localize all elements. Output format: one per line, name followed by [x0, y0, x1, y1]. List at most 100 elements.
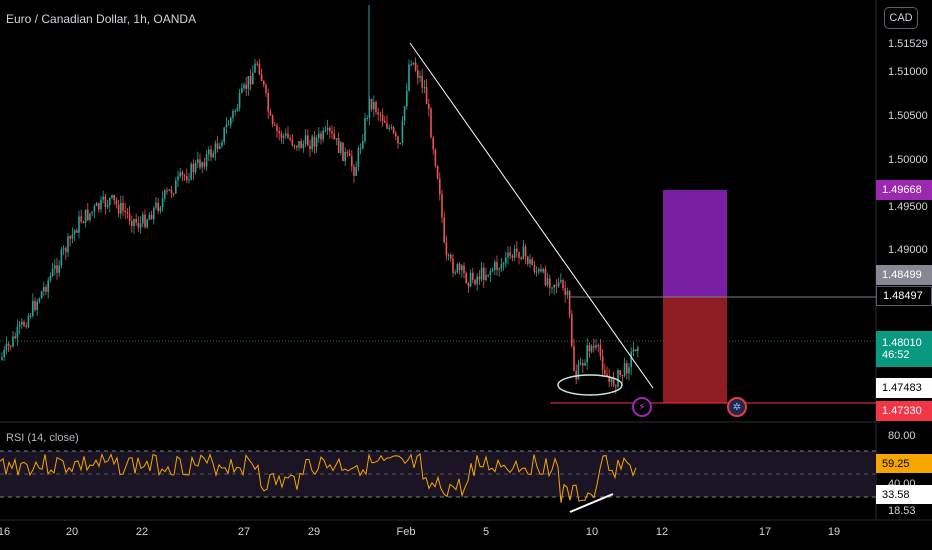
candle-body — [179, 172, 181, 177]
trendline — [409, 42, 654, 389]
candle-body — [430, 108, 432, 138]
calendar-icon[interactable]: ✲ — [727, 397, 747, 417]
candle-body — [421, 76, 423, 88]
candle-body — [456, 263, 459, 273]
candle-body — [500, 264, 503, 269]
candle-body — [593, 345, 595, 348]
candle-body — [549, 278, 551, 288]
candle-body — [221, 142, 223, 147]
candle-body — [443, 217, 445, 243]
candle-body — [157, 202, 159, 212]
candle-body — [542, 269, 544, 272]
candle-body — [502, 263, 505, 265]
candle-body — [432, 137, 434, 150]
candle-body — [425, 86, 428, 104]
candle-body — [604, 369, 606, 375]
candle-body — [49, 276, 52, 281]
candle-body — [566, 290, 569, 295]
candle-body — [353, 166, 355, 176]
candle-body — [318, 133, 320, 139]
candle-body — [397, 136, 399, 144]
candle-body — [172, 193, 175, 195]
candle-body — [522, 246, 525, 260]
price-tick: 1.49000 — [888, 244, 928, 256]
candle-body — [142, 214, 144, 224]
time-tick: Feb — [396, 526, 416, 538]
candle-body — [111, 194, 113, 198]
candle-body — [199, 159, 201, 168]
candle-body — [263, 80, 265, 85]
candle-body — [463, 265, 465, 273]
candle-body — [219, 146, 221, 149]
candle-body — [23, 321, 25, 326]
candle-body — [538, 269, 540, 272]
rsi-value-badge: 59.25 — [876, 454, 932, 473]
candle-body — [29, 315, 32, 317]
candle-body — [401, 120, 404, 143]
candle-body — [80, 216, 82, 222]
candle-body — [260, 74, 263, 81]
candle-body — [412, 62, 415, 65]
candle-body — [256, 63, 258, 65]
time-tick: 16 — [0, 526, 11, 538]
candle-body — [384, 120, 386, 123]
candle-body — [249, 76, 252, 85]
candle-body — [498, 268, 500, 270]
candle-body — [91, 211, 93, 214]
candle-body — [54, 265, 56, 269]
candle-body — [296, 145, 298, 148]
candle-body — [124, 210, 126, 213]
candle-body — [153, 207, 155, 220]
candle-body — [623, 363, 626, 376]
candle-body — [379, 114, 382, 116]
currency-button[interactable]: CAD — [884, 7, 918, 29]
candle-body — [14, 336, 16, 339]
candle-body — [51, 268, 54, 277]
candle-body — [7, 343, 10, 346]
candle-body — [362, 141, 364, 149]
candle-body — [324, 129, 327, 131]
candle-body — [637, 347, 639, 352]
candle-body — [58, 265, 60, 273]
candle-body — [76, 230, 78, 233]
candle-body — [84, 209, 87, 224]
candle-body — [267, 92, 269, 112]
candle-body — [223, 127, 225, 143]
candle-body — [326, 127, 329, 130]
candle-body — [197, 159, 199, 164]
candle-body — [564, 288, 566, 295]
candle-body — [491, 269, 494, 272]
price-tick: 1.49500 — [888, 201, 928, 213]
candle-body — [546, 278, 549, 286]
candle-body — [89, 213, 91, 221]
candle-body — [447, 254, 450, 256]
candle-body — [346, 151, 349, 154]
candle-body — [18, 324, 21, 327]
candle-body — [467, 282, 470, 287]
candle-body — [511, 255, 514, 258]
candle-body — [557, 281, 560, 287]
candle-body — [366, 117, 368, 119]
time-tick: 20 — [65, 526, 79, 538]
candle-body — [302, 143, 305, 149]
candle-body — [485, 274, 487, 280]
candle-body — [524, 246, 527, 257]
candle-body — [461, 265, 463, 271]
lightning-icon[interactable]: ⚡ — [632, 397, 652, 417]
stop-price-badge: 1.47330 — [876, 401, 932, 421]
rsi-indicator-label[interactable]: RSI (14, close) — [6, 432, 79, 444]
candle-body — [335, 138, 338, 140]
candle-body — [269, 111, 272, 116]
candle-body — [227, 124, 230, 126]
candle-body — [342, 142, 344, 162]
candle-body — [82, 221, 85, 224]
candle-body — [60, 249, 63, 266]
candle-body — [531, 259, 533, 266]
candle-body — [388, 127, 390, 129]
candle-body — [128, 213, 131, 221]
candle-body — [472, 272, 474, 280]
candle-body — [450, 254, 452, 259]
candle-body — [632, 349, 635, 352]
candle-body — [487, 274, 489, 276]
